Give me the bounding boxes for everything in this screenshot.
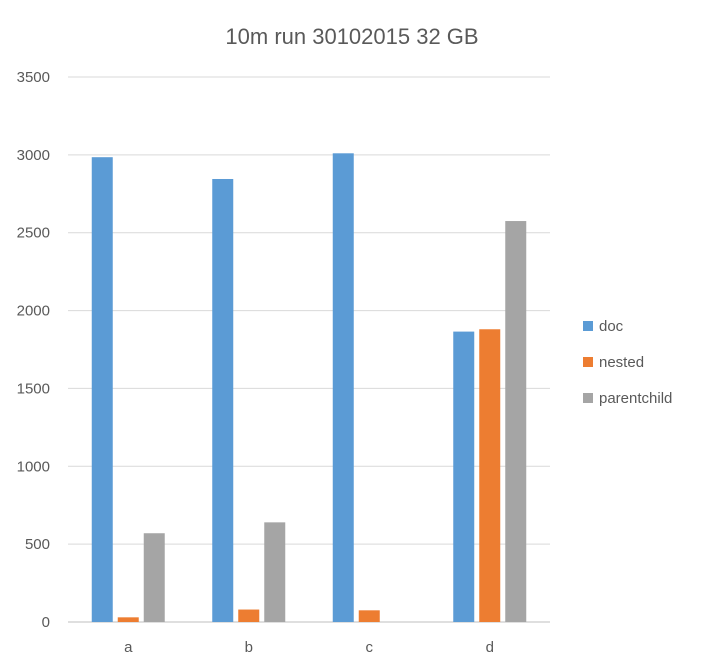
y-tick-label: 500 <box>25 536 50 553</box>
legend-swatch-doc <box>583 321 593 331</box>
x-tick-label: a <box>124 639 133 656</box>
bar-doc-a <box>91 157 113 622</box>
bar-nested-c <box>358 610 380 622</box>
legend-label-nested: nested <box>599 354 644 371</box>
gridlines <box>68 76 550 623</box>
y-tick-label: 1000 <box>17 458 50 475</box>
x-tick-label: c <box>366 639 374 656</box>
chart-title: 10m run 30102015 32 GB <box>225 24 478 49</box>
bar-parentchild-b <box>264 522 286 622</box>
bars <box>91 153 527 623</box>
x-tick-label: d <box>486 639 494 656</box>
legend-swatch-nested <box>583 357 593 367</box>
bar-doc-d <box>453 331 475 622</box>
bar-nested-b <box>238 609 260 622</box>
bar-parentchild-d <box>505 221 527 623</box>
x-axis-tick-labels: a b c d <box>124 639 494 656</box>
y-tick-label: 2500 <box>17 225 50 242</box>
bar-parentchild-a <box>143 533 165 622</box>
y-tick-label: 1500 <box>17 380 50 397</box>
legend: doc nested parentchild <box>583 318 672 407</box>
legend-label-parentchild: parentchild <box>599 390 672 407</box>
x-tick-label: b <box>245 639 253 656</box>
bar-doc-c <box>332 153 354 623</box>
bar-doc-b <box>212 178 234 622</box>
y-tick-label: 2000 <box>17 303 50 320</box>
y-tick-label: 3000 <box>17 147 50 164</box>
legend-swatch-parentchild <box>583 393 593 403</box>
bar-nested-a <box>117 617 139 622</box>
y-tick-label: 0 <box>42 614 50 631</box>
legend-label-doc: doc <box>599 318 624 335</box>
bar-nested-d <box>479 329 501 622</box>
y-axis-tick-labels: 0 500 1000 1500 2000 2500 3000 3500 <box>17 69 50 631</box>
y-tick-label: 3500 <box>17 69 50 86</box>
